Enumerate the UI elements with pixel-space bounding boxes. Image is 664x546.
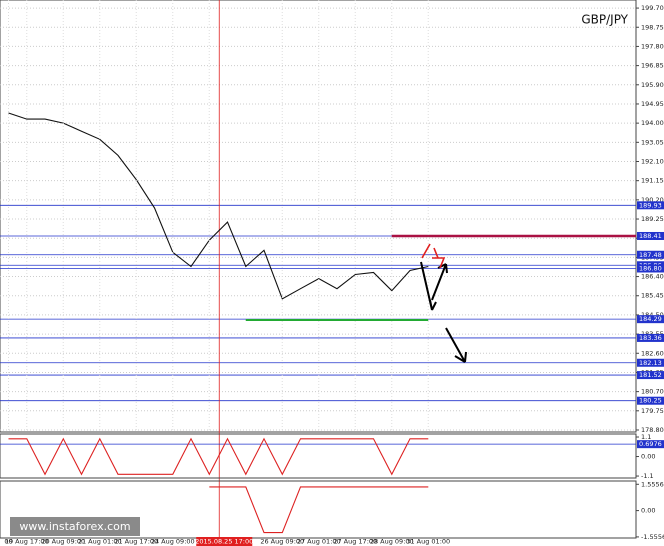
level-label: 182.13 <box>639 359 662 367</box>
level-label: 186.80 <box>639 264 662 272</box>
y-tick-label: 1.5556 <box>641 480 664 488</box>
level-label-bg <box>637 440 664 449</box>
watermark: www.instaforex.com <box>19 520 130 533</box>
level-label: 180.25 <box>639 397 662 405</box>
level-label-bg <box>637 315 664 324</box>
x-tick-label: 20 Aug 09:00 <box>41 538 85 546</box>
x-tick-label: 24 Aug 09:00 <box>151 538 195 546</box>
y-tick-label: 195.90 <box>641 81 664 89</box>
x-tick-label: 26 Aug 09:00 <box>260 538 304 546</box>
x-tick-label: 00 <box>4 538 12 546</box>
y-tick-label: 199.70 <box>641 4 664 12</box>
x-tick-label: 2015.08.25 17:00 <box>195 538 253 546</box>
y-tick-label: 1.1 <box>641 433 651 441</box>
y-tick-label: -1.5556 <box>641 533 664 541</box>
level-label-bg <box>637 264 664 273</box>
watermark-box <box>10 517 140 536</box>
forecast-arrows <box>420 261 467 363</box>
level-label-bg <box>637 333 664 342</box>
panel-frame <box>0 433 637 479</box>
price-line <box>209 486 429 534</box>
x-tick-label: 21 Aug 01:00 <box>78 538 122 546</box>
x-tick-label: 19 Aug 17:00 <box>5 538 49 546</box>
y-tick-label: 194.00 <box>641 119 664 127</box>
level-label: 181.52 <box>639 371 662 379</box>
y-tick-label: 198.75 <box>641 23 664 31</box>
chart-title: GBP/JPY <box>581 13 628 27</box>
level-label: 0.6976 <box>639 440 662 448</box>
y-tick-label: 180.70 <box>641 388 664 396</box>
panel-frame <box>0 0 637 433</box>
level-label-bg <box>637 396 664 405</box>
level-label-bg <box>637 201 664 210</box>
x-tick-label: 28 Aug 09:00 <box>370 538 414 546</box>
panel-frame <box>0 480 637 539</box>
cursor-label-bg <box>196 537 253 546</box>
price-line <box>8 437 429 476</box>
y-tick-label: 185.45 <box>641 292 664 300</box>
y-tick-label: 190.20 <box>641 196 664 204</box>
level-label: 189.93 <box>639 201 662 209</box>
y-tick-label: 182.60 <box>641 349 664 357</box>
y-tick-label: 191.15 <box>641 177 664 185</box>
y-tick-label: 179.75 <box>641 407 664 415</box>
level-label: 184.29 <box>639 315 662 323</box>
y-tick-label: 0.00 <box>641 453 655 461</box>
y-tick-label: 178.80 <box>641 426 664 434</box>
level-label-bg <box>637 371 664 380</box>
y-tick-label: 189.25 <box>641 215 664 223</box>
y-tick-label: 194.95 <box>641 100 664 108</box>
level-label-bg <box>637 250 664 259</box>
x-tick-label: 21 Aug 17:00 <box>114 538 158 546</box>
forecast-arrows-red <box>421 243 446 269</box>
y-tick-label: 197.80 <box>641 42 664 50</box>
y-tick-label: 196.85 <box>641 62 664 70</box>
x-tick-label: 31 Aug 01:00 <box>406 538 450 546</box>
y-tick-label: 184.50 <box>641 311 664 319</box>
y-tick-label: -1.1 <box>641 472 654 480</box>
y-tick-label: 0.00 <box>641 507 655 515</box>
y-tick-label: 193.05 <box>641 138 664 146</box>
y-tick-label: 192.10 <box>641 157 664 165</box>
level-label: 187.48 <box>639 251 662 259</box>
level-label: 188.41 <box>639 232 662 240</box>
y-tick-label: 186.40 <box>641 273 664 281</box>
x-tick-label: 27 Aug 17:00 <box>333 538 377 546</box>
level-label-bg <box>637 358 664 367</box>
price-line <box>8 112 429 300</box>
x-tick-label: 27 Aug 01:00 <box>297 538 341 546</box>
level-label: 183.36 <box>639 334 662 342</box>
level-label-bg <box>637 231 664 240</box>
